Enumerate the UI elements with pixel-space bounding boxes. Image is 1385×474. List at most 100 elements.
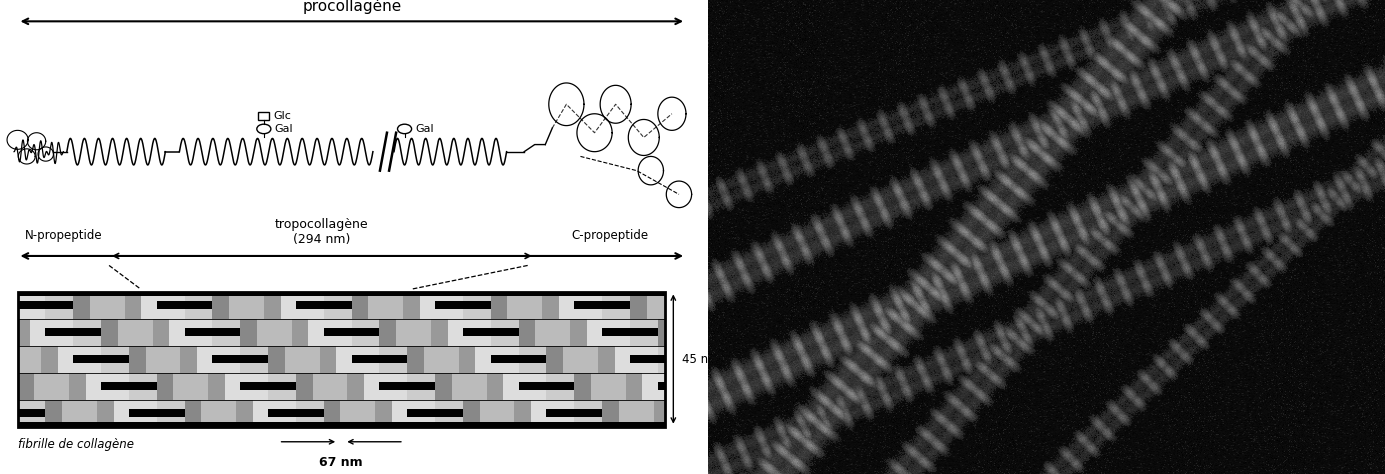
Bar: [73, 355, 129, 363]
Bar: [258, 112, 270, 120]
Bar: [141, 292, 184, 319]
Bar: [296, 400, 324, 427]
Bar: [547, 373, 575, 400]
Bar: [18, 319, 665, 346]
Text: C-propeptide: C-propeptide: [572, 229, 650, 242]
Bar: [407, 409, 463, 417]
Bar: [364, 373, 407, 400]
Bar: [18, 301, 73, 309]
Bar: [281, 292, 324, 319]
Bar: [352, 355, 407, 363]
Bar: [313, 373, 348, 400]
Bar: [647, 292, 665, 319]
Text: Glc: Glc: [273, 111, 291, 121]
Bar: [35, 373, 69, 400]
Bar: [392, 400, 435, 427]
Bar: [658, 346, 665, 373]
Text: tropocollagène
(294 nm): tropocollagène (294 nm): [276, 219, 368, 246]
Bar: [18, 400, 665, 427]
Bar: [18, 292, 665, 296]
Bar: [18, 422, 665, 427]
Bar: [18, 346, 42, 373]
Bar: [535, 319, 571, 346]
Text: 67 nm: 67 nm: [320, 456, 363, 469]
Bar: [547, 409, 602, 417]
Bar: [240, 382, 296, 390]
Bar: [169, 319, 212, 346]
Bar: [145, 346, 180, 373]
Bar: [101, 319, 118, 346]
Bar: [352, 292, 368, 319]
Bar: [86, 373, 129, 400]
Bar: [630, 355, 665, 363]
Bar: [212, 292, 229, 319]
Bar: [602, 328, 658, 336]
Bar: [420, 292, 463, 319]
Bar: [18, 292, 665, 319]
Bar: [269, 409, 324, 417]
Bar: [490, 319, 518, 346]
Bar: [368, 292, 403, 319]
Bar: [265, 292, 281, 319]
Bar: [46, 292, 73, 319]
Bar: [208, 373, 224, 400]
Bar: [575, 400, 602, 427]
Bar: [324, 400, 341, 427]
Bar: [18, 292, 46, 319]
Bar: [212, 319, 240, 346]
Bar: [341, 400, 375, 427]
Bar: [118, 319, 152, 346]
Text: 45 nm: 45 nm: [681, 353, 719, 365]
Bar: [201, 400, 235, 427]
Bar: [229, 292, 265, 319]
Bar: [197, 346, 240, 373]
Bar: [73, 319, 101, 346]
Bar: [184, 400, 201, 427]
Bar: [101, 346, 129, 373]
Bar: [514, 400, 530, 427]
Bar: [269, 346, 285, 373]
Bar: [547, 346, 564, 373]
Bar: [97, 400, 114, 427]
Text: Gal: Gal: [274, 124, 294, 134]
Bar: [598, 346, 615, 373]
Bar: [571, 319, 587, 346]
Bar: [543, 292, 560, 319]
Bar: [296, 373, 313, 400]
Bar: [424, 346, 458, 373]
Bar: [212, 355, 269, 363]
Bar: [591, 373, 626, 400]
Bar: [157, 301, 212, 309]
Bar: [348, 373, 364, 400]
Bar: [30, 319, 73, 346]
Bar: [475, 346, 518, 373]
Bar: [73, 292, 90, 319]
Bar: [62, 400, 97, 427]
Bar: [18, 346, 665, 373]
Bar: [435, 301, 490, 309]
Bar: [18, 400, 46, 427]
Bar: [101, 382, 157, 390]
Bar: [630, 292, 647, 319]
Text: procollagène: procollagène: [302, 0, 402, 14]
Bar: [463, 400, 479, 427]
Bar: [292, 319, 309, 346]
Bar: [129, 373, 157, 400]
Bar: [602, 292, 630, 319]
Bar: [575, 301, 630, 309]
Bar: [69, 373, 86, 400]
Bar: [129, 346, 145, 373]
Bar: [530, 400, 575, 427]
Bar: [658, 319, 665, 346]
Bar: [173, 373, 208, 400]
Bar: [507, 292, 543, 319]
Bar: [235, 400, 253, 427]
Bar: [129, 409, 184, 417]
Bar: [90, 292, 125, 319]
Bar: [518, 382, 575, 390]
Bar: [396, 319, 431, 346]
Bar: [42, 346, 58, 373]
Bar: [18, 292, 665, 427]
Bar: [490, 292, 507, 319]
Bar: [125, 292, 141, 319]
